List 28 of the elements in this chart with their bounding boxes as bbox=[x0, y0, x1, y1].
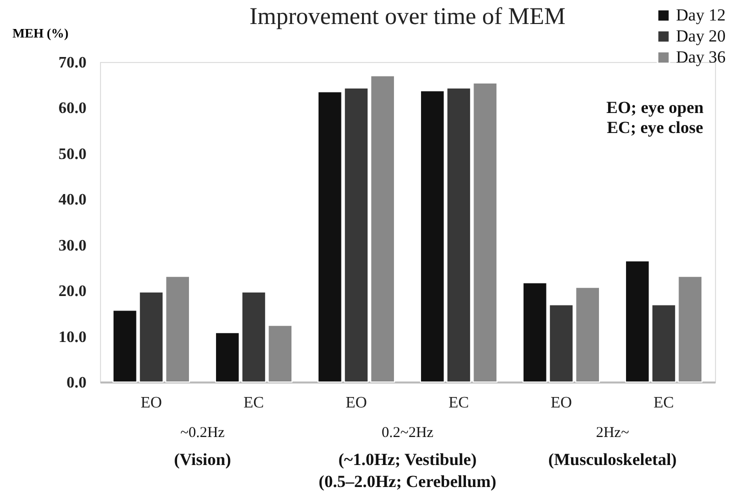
text: 2Hz~ bbox=[596, 425, 630, 441]
legend-label: Day 12 bbox=[676, 6, 726, 24]
text: ~0.2Hz bbox=[180, 425, 226, 441]
text: (0.5–2.0Hz; Cerebellum) bbox=[318, 472, 496, 491]
x-tick-label: EC bbox=[244, 394, 264, 412]
annotation: EC; eye close bbox=[606, 118, 704, 137]
text: (~1.0Hz; Vestibule) bbox=[338, 450, 477, 469]
text: (Musculoskeletal) bbox=[548, 450, 677, 469]
y-tick-label: 50.0 bbox=[58, 146, 86, 163]
x-tick-label: EO bbox=[550, 394, 572, 412]
y-tick-label: 70.0 bbox=[58, 54, 86, 72]
legend-label: Day 20 bbox=[676, 26, 726, 46]
y-tick-label: 0.0 bbox=[66, 374, 86, 392]
chart-title: Improvement over time of MEM bbox=[250, 4, 566, 30]
y-tick-label: 60.0 bbox=[58, 100, 86, 118]
text: 0.2~2Hz bbox=[382, 425, 434, 441]
y-tick-label: 10.0 bbox=[58, 328, 86, 346]
x-tick-label: EO bbox=[346, 394, 367, 412]
x-tick-label: EO bbox=[140, 394, 162, 412]
text: (Vision) bbox=[174, 450, 231, 469]
x-tick-label: EC bbox=[448, 394, 469, 412]
y-tick-label: 40.0 bbox=[58, 192, 86, 209]
y-axis-title: MEH (%) bbox=[12, 26, 68, 40]
legend-label: Day 36 bbox=[676, 48, 726, 66]
annotation: EO; eye open bbox=[606, 98, 704, 117]
y-tick-label: 30.0 bbox=[58, 237, 86, 254]
y-tick-label: 20.0 bbox=[58, 283, 86, 300]
x-tick-label: EC bbox=[654, 394, 674, 412]
